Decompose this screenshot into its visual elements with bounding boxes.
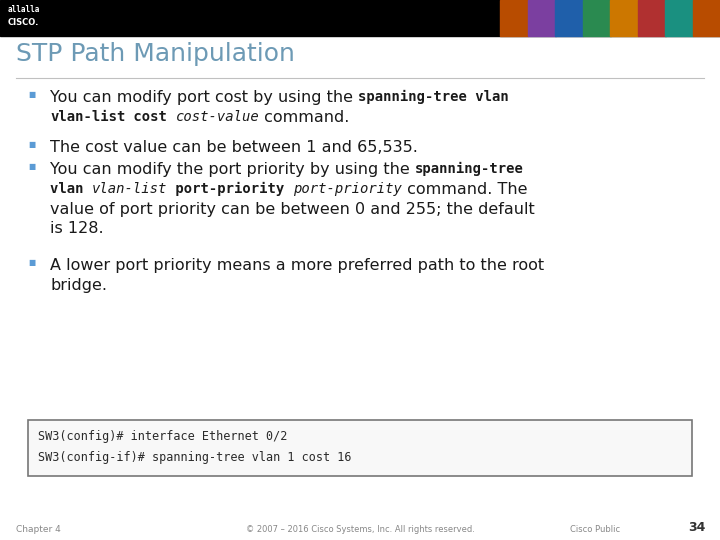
Text: You can modify the port priority by using the: You can modify the port priority by usin… — [50, 162, 415, 177]
Bar — [582, 0, 611, 36]
FancyBboxPatch shape — [28, 420, 692, 476]
Bar — [665, 0, 693, 36]
Text: © 2007 – 2016 Cisco Systems, Inc. All rights reserved.: © 2007 – 2016 Cisco Systems, Inc. All ri… — [246, 525, 474, 534]
Text: You can modify port cost by using the: You can modify port cost by using the — [50, 90, 358, 105]
Text: cost-value: cost-value — [176, 110, 259, 124]
Text: Cisco Public: Cisco Public — [570, 525, 620, 534]
Text: ■: ■ — [28, 258, 35, 267]
Text: is 128.: is 128. — [50, 221, 104, 237]
Text: SW3(config-if)# spanning-tree vlan 1 cost 16: SW3(config-if)# spanning-tree vlan 1 cos… — [38, 451, 351, 464]
Text: vlan-list: vlan-list — [50, 110, 125, 124]
Text: command.: command. — [259, 110, 350, 125]
Text: vlan: vlan — [50, 182, 92, 196]
Text: A lower port priority means a more preferred path to the root: A lower port priority means a more prefe… — [50, 258, 544, 273]
Bar — [637, 0, 665, 36]
Bar — [610, 0, 638, 36]
Text: port-priority: port-priority — [167, 182, 293, 196]
Bar — [500, 0, 528, 36]
Text: vlan-list: vlan-list — [92, 182, 167, 196]
Text: port-priority: port-priority — [293, 182, 402, 196]
Bar — [0, 0, 720, 36]
Text: command. The: command. The — [402, 182, 527, 197]
Text: ■: ■ — [28, 90, 35, 99]
Text: SW3(config)# interface Ethernet 0/2: SW3(config)# interface Ethernet 0/2 — [38, 430, 287, 443]
Text: spanning-tree: spanning-tree — [415, 162, 523, 176]
Text: bridge.: bridge. — [50, 278, 107, 293]
Text: ■: ■ — [28, 162, 35, 171]
Text: cost: cost — [125, 110, 176, 124]
Text: allalla: allalla — [8, 5, 40, 14]
Text: 34: 34 — [688, 521, 706, 534]
Text: spanning-tree vlan: spanning-tree vlan — [358, 90, 509, 104]
Bar — [555, 0, 583, 36]
Text: value of port priority can be between 0 and 255; the default: value of port priority can be between 0 … — [50, 201, 535, 217]
Text: ■: ■ — [28, 140, 35, 149]
Text: STP Path Manipulation: STP Path Manipulation — [16, 42, 295, 66]
Bar — [693, 0, 720, 36]
Text: The cost value can be between 1 and 65,535.: The cost value can be between 1 and 65,5… — [50, 140, 418, 155]
Text: CISCO.: CISCO. — [8, 18, 40, 27]
Text: Chapter 4: Chapter 4 — [16, 525, 60, 534]
Bar — [528, 0, 556, 36]
